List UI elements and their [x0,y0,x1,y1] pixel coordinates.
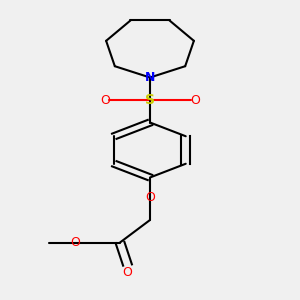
Text: O: O [123,266,132,279]
Text: O: O [145,191,155,204]
Text: O: O [70,236,80,249]
Text: O: O [190,94,200,106]
Text: N: N [145,71,155,84]
Text: S: S [145,93,155,107]
Text: O: O [100,94,110,106]
